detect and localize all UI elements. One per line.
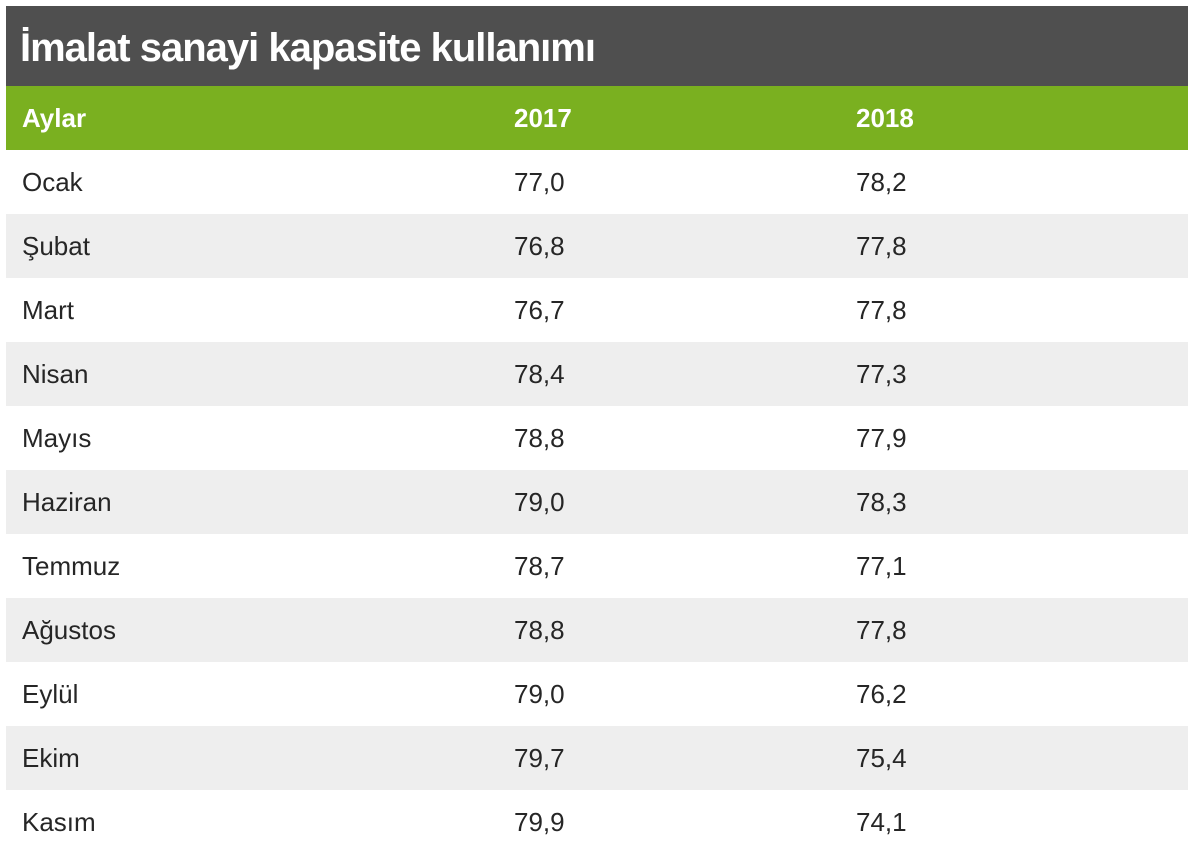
value-2018-cell: 77,3 (856, 358, 907, 389)
value-2018-cell: 77,8 (856, 614, 907, 645)
table-row: Eylül 79,0 76,2 (6, 662, 1188, 726)
table-row: Ocak 77,0 78,2 (6, 150, 1188, 214)
table-row: Ağustos 78,8 77,8 (6, 598, 1188, 662)
value-2017-cell: 76,8 (514, 230, 565, 261)
value-2018-cell: 77,1 (856, 550, 907, 581)
title-bar: İmalat sanayi kapasite kullanımı (6, 6, 1188, 86)
month-cell: Nisan (22, 358, 89, 389)
value-2017-cell: 79,0 (514, 486, 565, 517)
value-2017-cell: 77,0 (514, 166, 565, 197)
table-row: Nisan 78,4 77,3 (6, 342, 1188, 406)
value-2018-cell: 78,2 (856, 166, 907, 197)
value-2018-cell: 77,8 (856, 294, 907, 325)
data-table: Aylar 2017 2018 Ocak 77,0 78,2 Şubat 76,8 77,… (6, 86, 1188, 854)
value-2017-cell: 78,7 (514, 550, 565, 581)
month-cell: Ocak (22, 166, 83, 197)
table-body: Ocak 77,0 78,2 Şubat 76,8 77,8 Mart 76,7 77,8 Nis… (6, 150, 1188, 854)
table-header-row: Aylar 2017 2018 (6, 86, 1188, 150)
column-header-2017: 2017 (514, 102, 572, 133)
table-row: Haziran 79,0 78,3 (6, 470, 1188, 534)
table-row: Ekim 79,7 75,4 (6, 726, 1188, 790)
month-cell: Ekim (22, 742, 80, 773)
value-2018-cell: 76,2 (856, 678, 907, 709)
value-2017-cell: 79,7 (514, 742, 565, 773)
page-title: İmalat sanayi kapasite kullanımı (20, 25, 596, 70)
month-cell: Mayıs (22, 422, 92, 453)
value-2018-cell: 74,1 (856, 806, 907, 837)
value-2017-cell: 78,8 (514, 422, 565, 453)
table-row: Mayıs 78,8 77,9 (6, 406, 1188, 470)
value-2017-cell: 78,4 (514, 358, 565, 389)
month-cell: Haziran (22, 486, 112, 517)
value-2018-cell: 78,3 (856, 486, 907, 517)
month-cell: Ağustos (22, 614, 116, 645)
column-header-aylar: Aylar (22, 102, 87, 133)
table-container: İmalat sanayi kapasite kullanımı Aylar 2… (6, 6, 1188, 854)
value-2018-cell: 77,8 (856, 230, 907, 261)
table-row: Mart 76,7 77,8 (6, 278, 1188, 342)
table-row: Temmuz 78,7 77,1 (6, 534, 1188, 598)
value-2017-cell: 79,9 (514, 806, 565, 837)
value-2017-cell: 79,0 (514, 678, 565, 709)
month-cell: Kasım (22, 806, 96, 837)
month-cell: Şubat (22, 230, 90, 261)
value-2018-cell: 75,4 (856, 742, 907, 773)
value-2018-cell: 77,9 (856, 422, 907, 453)
value-2017-cell: 78,8 (514, 614, 565, 645)
value-2017-cell: 76,7 (514, 294, 565, 325)
month-cell: Temmuz (22, 550, 121, 581)
table-row: Kasım 79,9 74,1 (6, 790, 1188, 854)
month-cell: Eylül (22, 678, 79, 709)
table-row: Şubat 76,8 77,8 (6, 214, 1188, 278)
month-cell: Mart (22, 294, 74, 325)
column-header-2018: 2018 (856, 102, 914, 133)
